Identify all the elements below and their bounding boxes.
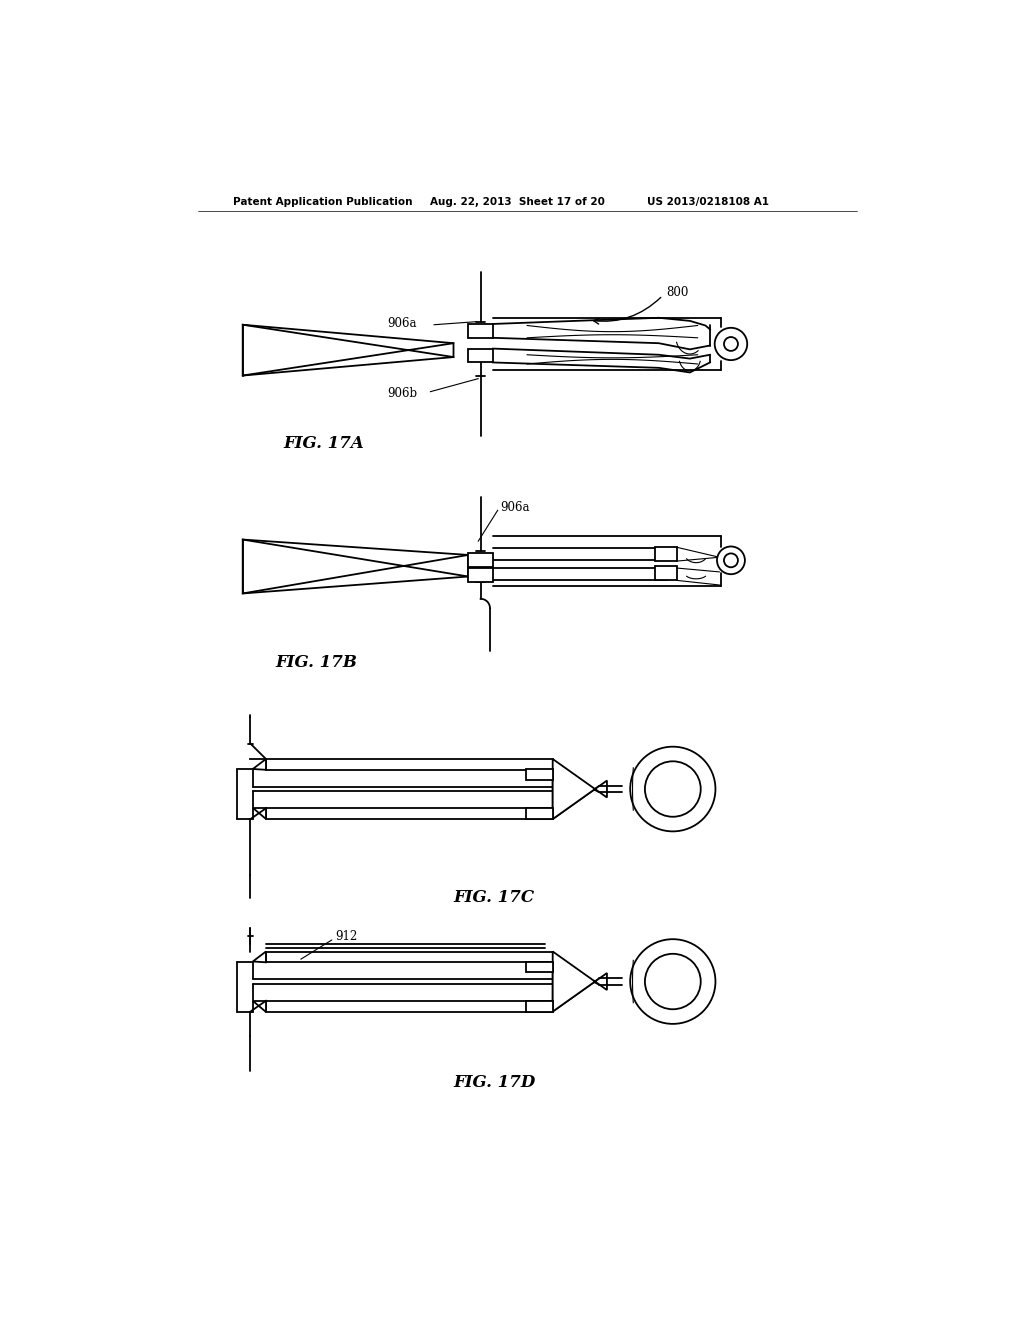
Text: Patent Application Publication: Patent Application Publication <box>232 197 412 207</box>
Text: 906a: 906a <box>500 500 529 513</box>
Bar <box>655 566 677 579</box>
Polygon shape <box>253 759 266 770</box>
Polygon shape <box>553 961 599 1011</box>
Polygon shape <box>553 952 607 1011</box>
Polygon shape <box>553 770 599 818</box>
Bar <box>525 808 553 818</box>
Bar <box>266 808 553 818</box>
Circle shape <box>630 747 716 832</box>
Text: FIG. 17D: FIG. 17D <box>454 1074 536 1090</box>
Text: FIG. 17A: FIG. 17A <box>283 434 364 451</box>
Bar <box>468 553 493 566</box>
Bar <box>266 952 553 962</box>
Bar <box>468 348 493 363</box>
Circle shape <box>715 327 748 360</box>
Polygon shape <box>253 952 266 962</box>
Bar <box>525 1001 553 1011</box>
Bar <box>655 548 677 561</box>
Bar <box>468 568 493 582</box>
Polygon shape <box>253 1001 266 1011</box>
Bar <box>266 759 553 770</box>
Bar <box>468 323 493 338</box>
Text: 906b: 906b <box>388 387 418 400</box>
Polygon shape <box>243 540 468 594</box>
Circle shape <box>724 337 738 351</box>
Circle shape <box>717 546 744 574</box>
Bar <box>525 961 553 973</box>
Text: FIG. 17B: FIG. 17B <box>275 655 357 672</box>
Text: 906a: 906a <box>388 317 417 330</box>
Polygon shape <box>553 759 607 818</box>
Circle shape <box>724 553 738 568</box>
Text: FIG. 17C: FIG. 17C <box>454 890 535 906</box>
Text: US 2013/0218108 A1: US 2013/0218108 A1 <box>647 197 769 207</box>
Circle shape <box>630 940 716 1024</box>
Bar <box>266 1001 553 1011</box>
Bar <box>525 770 553 780</box>
Text: Aug. 22, 2013  Sheet 17 of 20: Aug. 22, 2013 Sheet 17 of 20 <box>430 197 605 207</box>
Circle shape <box>645 762 700 817</box>
Text: 912: 912 <box>336 929 358 942</box>
Polygon shape <box>253 808 266 818</box>
Text: 800: 800 <box>667 286 689 298</box>
Polygon shape <box>243 325 454 376</box>
Circle shape <box>645 954 700 1010</box>
